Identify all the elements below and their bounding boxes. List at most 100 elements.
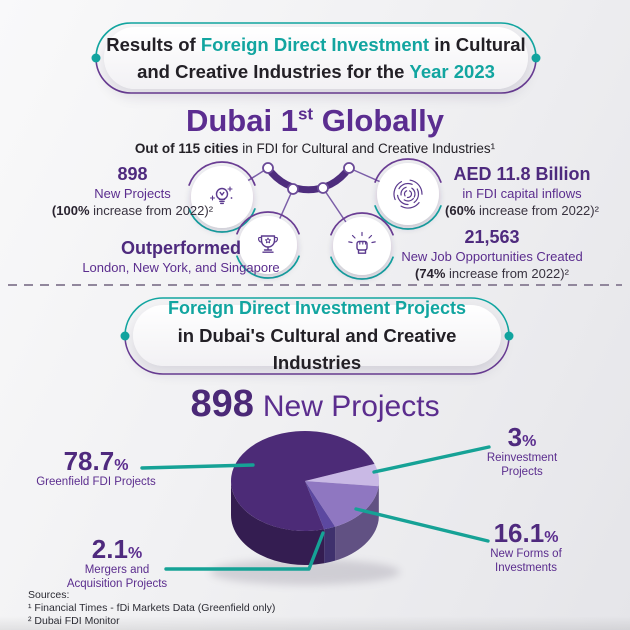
pie-slice — [305, 481, 336, 530]
leader-newforms — [354, 507, 490, 543]
innovation-fist-icon — [348, 231, 376, 254]
leader-reinvestment — [372, 445, 491, 474]
pie-title-number: 898 — [190, 383, 254, 425]
stat-circle — [374, 158, 442, 230]
callout-lines — [140, 445, 491, 571]
stat-note-bold: (60% — [445, 203, 476, 218]
banner-dot-icon — [91, 53, 101, 63]
node-dot-icon — [262, 162, 274, 174]
percent-sign: % — [544, 529, 559, 546]
stat-new-projects: 898 New Projects (100% increase from 202… — [25, 164, 240, 219]
callout-label: Mergers and — [84, 564, 150, 576]
connector-ribbon — [264, 164, 353, 194]
pie-slice — [305, 481, 379, 527]
idea-lightbulb-icon — [209, 186, 233, 205]
node-dot-icon — [343, 162, 355, 174]
stat-value: AED 11.8 Billion — [453, 164, 591, 184]
source-line: ² Dubai FDI Monitor — [28, 615, 120, 627]
stat-note: (100% increase from 2022)² — [25, 202, 240, 219]
sources-block: Sources: ¹ Financial Times - fDi Markets… — [28, 589, 358, 628]
leader-greenfield — [140, 463, 255, 470]
stat-circle — [330, 212, 394, 280]
pie-shadow — [210, 559, 400, 585]
callout-label: Greenfield FDI Projects — [36, 476, 156, 488]
callout-value: 2.1 — [91, 534, 128, 564]
header-banner: Results of Foreign Direct Investment in … — [104, 27, 528, 89]
section-banner-frame — [120, 297, 514, 375]
icon-cluster — [188, 158, 442, 280]
callout-reinvestment: 3% Reinvestment Projects — [452, 424, 592, 479]
node-dot-icon — [317, 182, 329, 194]
pie-slice-side — [324, 526, 336, 564]
stat-label: in FDI capital inflows — [462, 186, 582, 201]
leader-mergers — [164, 531, 325, 571]
callout-newforms: 16.1% New Forms of Investments — [452, 520, 600, 575]
dubai-first-subtitle: Out of 115 cities in FDI for Cultural an… — [0, 141, 630, 156]
dashed-divider — [8, 284, 622, 286]
fingerprint-icon — [393, 179, 423, 209]
header-banner-frame — [91, 22, 541, 94]
callout-label: New Forms of — [490, 548, 562, 560]
header-highlight-year: Year 2023 — [409, 61, 495, 82]
stat-value: Outperformed — [120, 238, 241, 258]
source-line: ¹ Financial Times - fDi Markets Data (Gr… — [28, 602, 276, 614]
stat-note: (60% increase from 2022)² — [428, 202, 616, 219]
stat-note-rest: increase from 2022)² — [475, 203, 599, 218]
stat-label: New Projects — [94, 186, 171, 201]
callout-label: Investments — [495, 562, 557, 574]
callout-value: 78.7 — [63, 446, 115, 476]
stat-note-bold: (100% — [51, 203, 90, 218]
stat-value: 21,563 — [464, 227, 520, 247]
banner-dot-icon — [504, 331, 514, 341]
pie-slice-side — [335, 486, 379, 561]
callout-mergers: 2.1% Mergers and Acquisition Projects — [38, 536, 196, 591]
subtitle-rest: in FDI for Cultural and Creative Industr… — [238, 141, 496, 156]
stat-circle — [188, 161, 256, 233]
banner-dot-icon — [120, 331, 130, 341]
callout-label: Reinvestment — [486, 452, 558, 464]
subtitle-bold: Out of 115 cities — [134, 141, 239, 156]
callout-greenfield: 78.7% Greenfield FDI Projects — [20, 448, 172, 489]
stat-label: New Job Opportunities Created — [401, 249, 583, 264]
pie-slice — [305, 463, 379, 487]
title-text: Dubai 1 — [185, 103, 298, 138]
stat-jobs-created: 21,563 New Job Opportunities Created (74… — [383, 227, 601, 282]
stat-outperformed: Outperformed London, New York, and Singa… — [72, 238, 290, 276]
section-banner-title: Foreign Direct Investment Projects — [167, 298, 467, 318]
stat-note-bold: (74% — [415, 266, 446, 281]
stat-note-rest: increase from 2022)² — [89, 203, 214, 218]
callout-label: Projects — [501, 466, 543, 478]
percent-sign: % — [127, 545, 143, 562]
stat-label: London, New York, and Singapore — [82, 260, 280, 275]
stat-note: (74% increase from 2022)² — [383, 265, 601, 282]
title-text: Globally — [313, 103, 444, 138]
node-dot-icon — [287, 183, 299, 195]
callout-value: 3 — [507, 422, 523, 452]
pie-slice — [231, 430, 375, 531]
banner-dot-icon — [531, 53, 541, 63]
percent-sign: % — [114, 457, 129, 474]
pie-title-text: New Projects — [262, 390, 440, 423]
section-banner-subtitle: in Dubai's Cultural and Creative Industr… — [177, 325, 457, 373]
pie-chart-title: 898 New Projects — [0, 383, 630, 426]
stat-note-rest: increase from 2022)² — [445, 266, 569, 281]
trophy-icon — [258, 235, 278, 253]
callout-label: Acquisition Projects — [66, 578, 168, 590]
header-text-part: in Cultural and Creative Industries for … — [137, 34, 526, 82]
pie-slice-side — [231, 481, 325, 565]
stat-circle — [236, 211, 300, 279]
stat-capital-inflows: AED 11.8 Billion in FDI capital inflows … — [428, 164, 616, 219]
header-highlight-fdi: Foreign Direct Investment — [200, 34, 430, 55]
title-superscript: st — [297, 104, 314, 124]
stat-value: 898 — [117, 164, 148, 184]
percent-sign: % — [522, 433, 537, 450]
callout-value: 16.1 — [493, 518, 545, 548]
pie-chart — [210, 430, 400, 585]
header-banner-text: Results of Foreign Direct Investment in … — [104, 31, 528, 85]
dubai-first-title: Dubai 1st Globally — [0, 103, 630, 139]
section-banner: Foreign Direct Investment Projects in Du… — [133, 298, 501, 373]
sources-title: Sources: — [28, 589, 70, 601]
header-text-part: Results of — [106, 34, 201, 55]
